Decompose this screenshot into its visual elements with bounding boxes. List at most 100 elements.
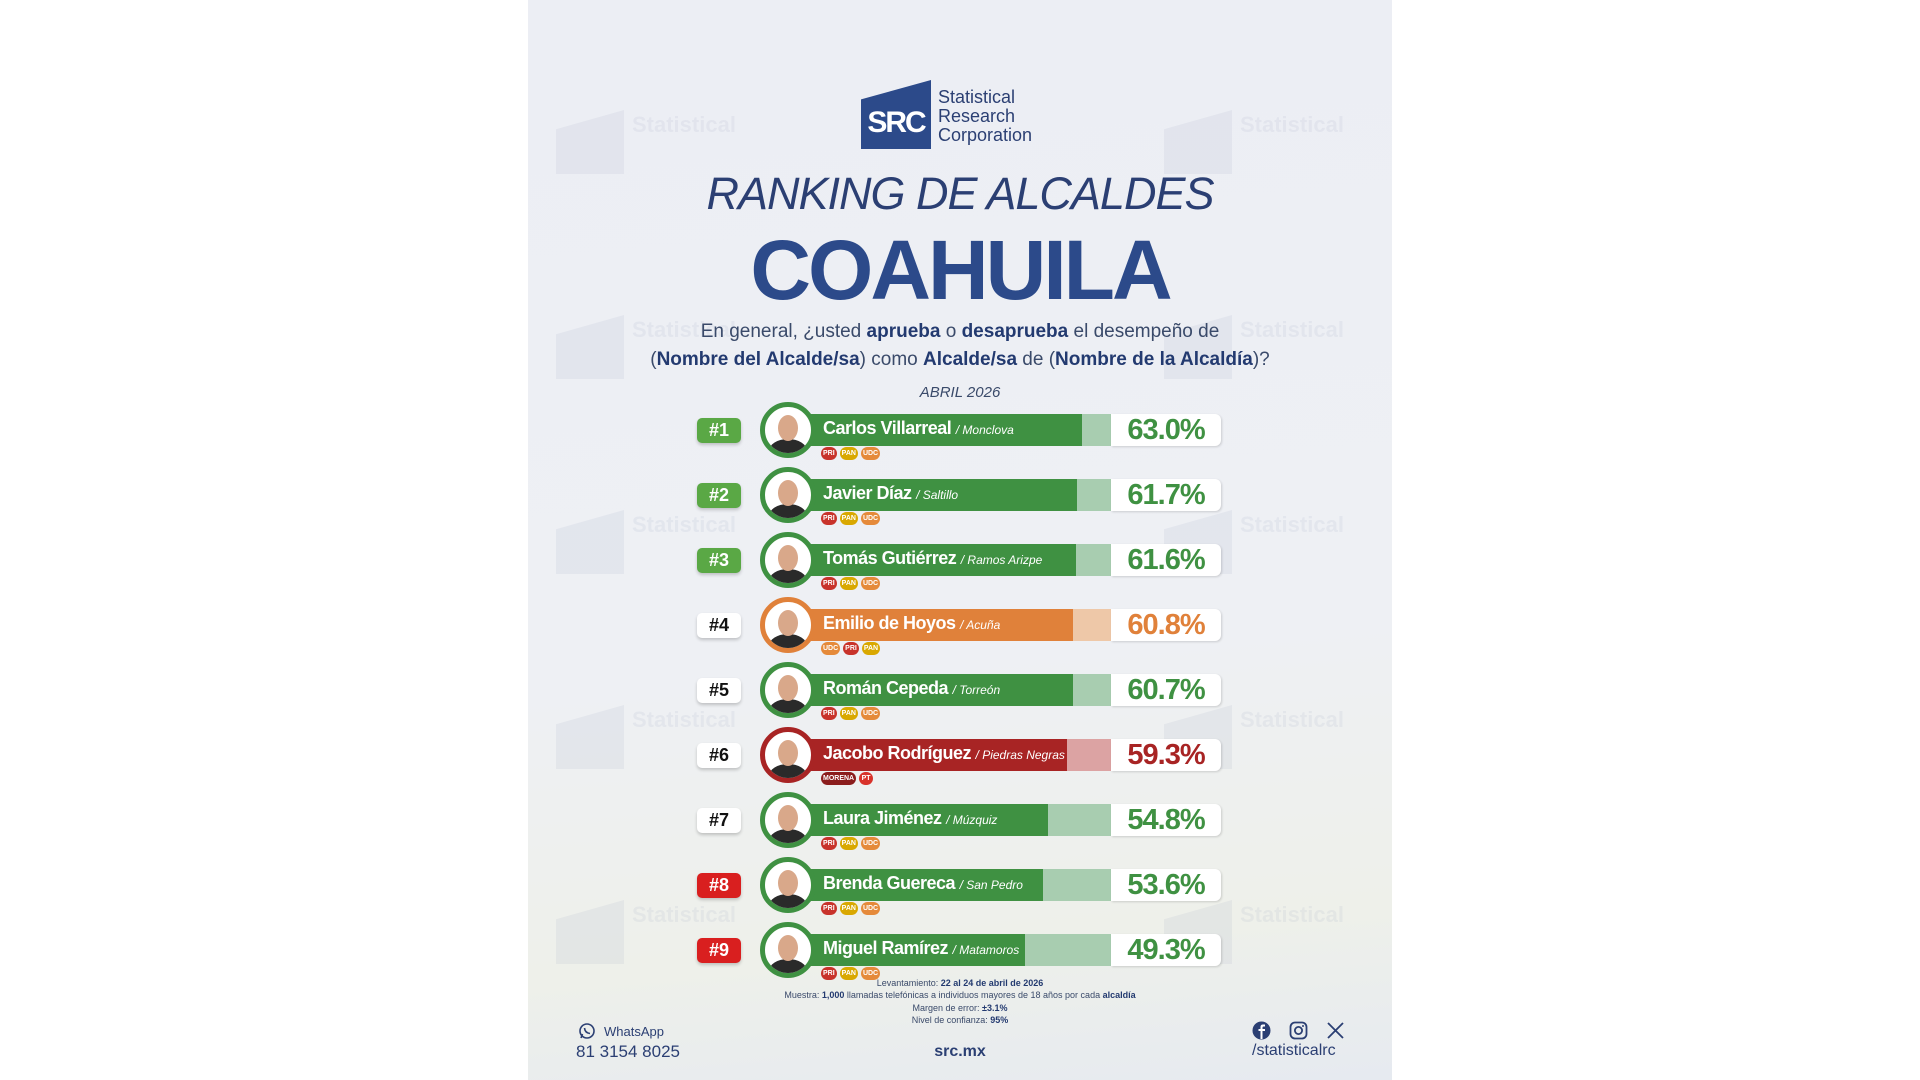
party-pri-icon: PRI xyxy=(821,512,837,525)
infographic-poster: Statistical Statistical Statistical Stat… xyxy=(528,0,1392,1080)
municipality: / Matamoros xyxy=(952,943,1020,957)
party-logos: PRI PAN UDC xyxy=(821,902,881,915)
note-margen: Margen de error: ±3.1% xyxy=(912,1003,1008,1013)
municipality: / Monclova xyxy=(955,423,1014,437)
survey-date: ABRIL 2026 xyxy=(919,384,1001,401)
ranking-row: #5 60.7% Román Cepeda / Torreón PRI PAN UD… xyxy=(528,658,1392,722)
party-udc-icon: UDC xyxy=(860,902,881,915)
facebook-icon[interactable] xyxy=(1252,1021,1271,1040)
rank-badge: #7 xyxy=(697,808,741,833)
party-pan-icon: PAN xyxy=(839,837,858,850)
approval-bar xyxy=(786,479,1111,511)
bar-fill xyxy=(786,804,1048,836)
approval-bar xyxy=(786,674,1111,706)
rank-badge: #1 xyxy=(697,418,741,443)
mayor-photo xyxy=(760,727,816,783)
question-line-1: En general, ¿usted aprueba o desaprueba … xyxy=(700,321,1220,342)
approval-percent: 53.6% xyxy=(1111,869,1221,901)
party-pri-icon: PRI xyxy=(821,577,837,590)
mayor-photo xyxy=(760,532,816,588)
municipality: / Torreón xyxy=(952,683,1001,697)
party-logos: PRI PAN UDC xyxy=(821,447,881,460)
ranking-title: RANKING DE ALCALDES xyxy=(706,168,1215,219)
bar-remainder xyxy=(1072,609,1111,641)
approval-bar xyxy=(786,739,1111,771)
ranking-row: #7 54.8% Laura Jiménez / Múzquiz PRI PAN U… xyxy=(528,788,1392,852)
logo-mark-text: SRC xyxy=(867,106,926,139)
approval-bar xyxy=(786,414,1111,446)
phone-number[interactable]: 81 3154 8025 xyxy=(576,1042,680,1061)
party-pri-icon: PRI xyxy=(821,967,837,980)
whatsapp-link[interactable]: WhatsApp xyxy=(578,1022,664,1040)
bar-fill xyxy=(786,674,1073,706)
rank-badge: #9 xyxy=(697,938,741,963)
party-pan-icon: PAN xyxy=(839,577,858,590)
party-pri-icon: PRI xyxy=(843,642,859,655)
instagram-icon[interactable] xyxy=(1289,1021,1308,1040)
approval-bar xyxy=(786,934,1111,966)
party-logos: MORENA PT xyxy=(821,772,874,785)
bar-fill xyxy=(786,414,1083,446)
party-pri-icon: PRI xyxy=(821,707,837,720)
mayor-photo xyxy=(760,792,816,848)
src-logo: SRC Statistical Research Corporation xyxy=(861,80,1061,150)
whatsapp-icon xyxy=(579,1023,595,1039)
party-logos: UDC PRI PAN xyxy=(821,642,881,655)
mayor-photo xyxy=(760,402,816,458)
ranking-row: #1 63.0% Carlos Villarreal / Monclova PR… xyxy=(528,398,1392,462)
bar-fill xyxy=(786,544,1077,576)
bar-fill xyxy=(786,609,1073,641)
mayor-name: Román Cepeda / Torreón xyxy=(823,678,1001,698)
approval-percent: 63.0% xyxy=(1111,414,1221,446)
approval-percent: 54.8% xyxy=(1111,804,1221,836)
approval-percent: 61.7% xyxy=(1111,479,1221,511)
party-udc-icon: UDC xyxy=(821,642,841,655)
approval-bar xyxy=(786,544,1111,576)
party-udc-icon: UDC xyxy=(860,577,881,590)
mayor-photo xyxy=(760,662,816,718)
mayor-name: Emilio de Hoyos / Acuña xyxy=(823,613,1001,633)
mayor-name: Carlos Villarreal / Monclova xyxy=(823,418,1014,438)
party-logos: PRI PAN UDC xyxy=(821,577,881,590)
note-muestra: Muestra: 1,000 llamadas telefónicas a in… xyxy=(784,990,1136,1000)
party-udc-icon: UDC xyxy=(860,512,881,525)
bar-remainder xyxy=(1042,869,1111,901)
x-icon[interactable] xyxy=(1326,1021,1345,1040)
party-udc-icon: UDC xyxy=(860,967,881,980)
rank-badge: #4 xyxy=(697,613,741,638)
bar-remainder xyxy=(1066,739,1111,771)
approval-bar xyxy=(786,869,1111,901)
party-pan-icon: PAN xyxy=(839,707,858,720)
mayor-name: Brenda Guereca / San Pedro xyxy=(823,873,1023,893)
social-handle[interactable]: /statisticalrc xyxy=(1252,1042,1336,1059)
bar-remainder xyxy=(1076,544,1111,576)
note-levantamiento: Levantamiento: 22 al 24 de abril de 2026 xyxy=(876,978,1044,988)
rank-badge: #5 xyxy=(697,678,741,703)
party-pt-icon: PT xyxy=(859,772,874,785)
approval-percent: 60.8% xyxy=(1111,609,1221,641)
mayor-photo xyxy=(760,467,816,523)
rank-badge: #8 xyxy=(697,873,741,898)
municipality: / Acuña xyxy=(960,618,1001,632)
party-pan-icon: PAN xyxy=(839,447,858,460)
mayor-name: Javier Díaz / Saltillo xyxy=(823,483,959,503)
website-link[interactable]: src.mx xyxy=(934,1043,986,1060)
party-pri-icon: PRI xyxy=(821,447,837,460)
ranking-row: #6 59.3% Jacobo Rodríguez / Piedras Negr… xyxy=(528,723,1392,787)
party-morena-icon: MORENA xyxy=(821,772,857,785)
party-pan-icon: PAN xyxy=(839,902,858,915)
mayor-photo xyxy=(760,597,816,653)
bar-fill xyxy=(786,479,1077,511)
mayor-name: Laura Jiménez / Múzquiz xyxy=(823,808,998,828)
bar-remainder xyxy=(1072,674,1111,706)
approval-percent: 60.7% xyxy=(1111,674,1221,706)
municipality: / Saltillo xyxy=(916,488,959,502)
party-udc-icon: UDC xyxy=(860,837,881,850)
rank-badge: #6 xyxy=(697,743,741,768)
mayor-name: Tomás Gutiérrez / Ramos Arizpe xyxy=(823,548,1043,568)
party-pan-icon: PAN xyxy=(839,512,858,525)
rank-badge: #2 xyxy=(697,483,741,508)
party-pan-icon: PAN xyxy=(861,642,881,655)
approval-percent: 59.3% xyxy=(1111,739,1221,771)
municipality: / Piedras Negras xyxy=(975,748,1065,762)
